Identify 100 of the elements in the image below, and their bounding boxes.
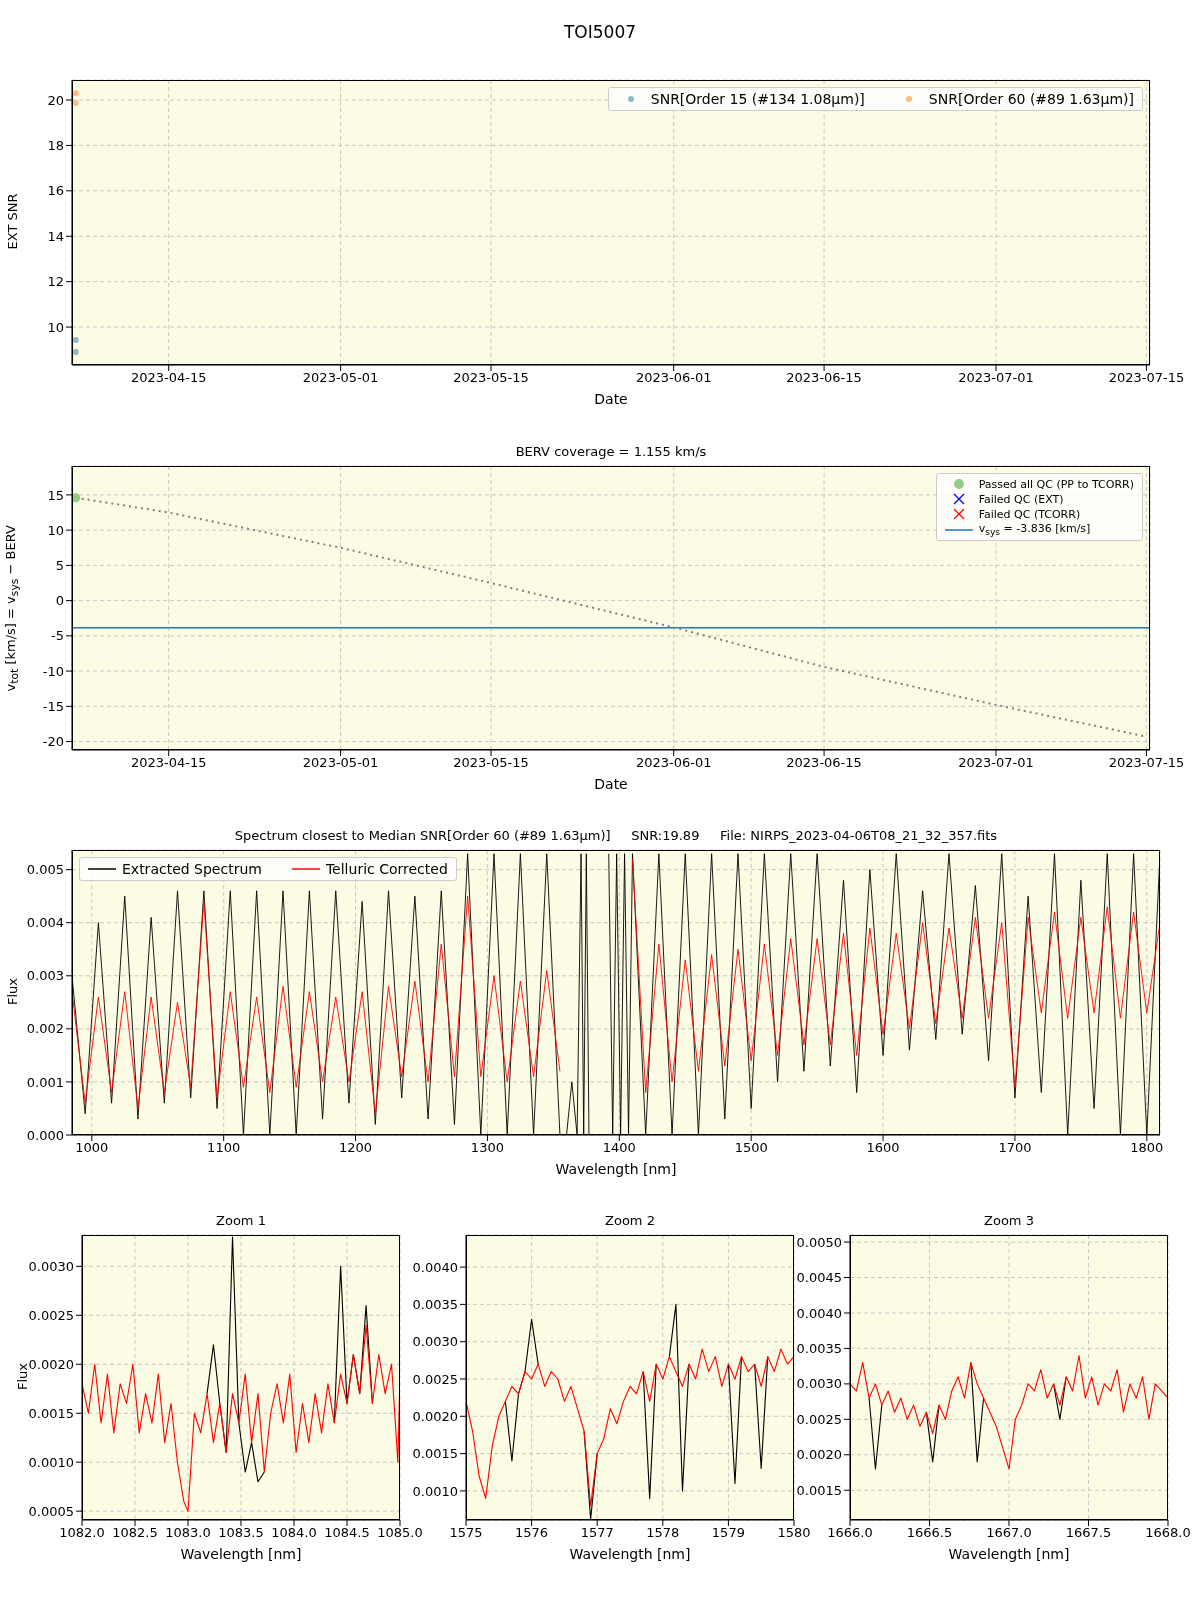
y-tick-label: 0.0020	[796, 1447, 842, 1463]
x-tick-label: 1085.0	[377, 1525, 423, 1541]
point	[72, 349, 79, 356]
line-series	[504, 1318, 539, 1462]
y-tick-label: 0.002	[26, 1021, 64, 1037]
y-tick-label: 0.001	[26, 1074, 64, 1090]
line-series	[466, 1348, 794, 1507]
y-tick-label: 5	[55, 557, 64, 573]
y-tick-label: 0	[55, 593, 64, 609]
x-tick-label: 2023-04-15	[130, 370, 207, 386]
x-tick-label: 1700	[998, 1140, 1032, 1156]
x-tick-label: 1082.0	[59, 1525, 105, 1541]
x-tick-label: 1084.0	[271, 1525, 317, 1541]
x-tick-label: 1666.0	[827, 1525, 873, 1541]
point	[72, 90, 79, 97]
y-tick-label: 0.0015	[796, 1482, 842, 1498]
x-tick-label: 2023-06-01	[635, 370, 712, 386]
x-axis-title: Wavelength [nm]	[179, 1546, 303, 1562]
chart-title: Spectrum closest to Median SNR[Order 60 (#89 1.63μm)] SNR:19.89 File: NIRPS_2023-04-06T08_21_32_357.fits	[233, 828, 999, 843]
y-tick-label: 0.0020	[28, 1356, 74, 1372]
x-tick-label: 2023-05-01	[302, 755, 379, 771]
y-tick-label: 14	[47, 228, 64, 244]
y-tick-label: 0.0010	[28, 1454, 74, 1470]
y-tick-label: 0.004	[26, 915, 64, 931]
x-axis-title: Wavelength [nm]	[568, 1546, 692, 1562]
point	[72, 337, 79, 344]
x-tick-label: 1667.0	[986, 1525, 1032, 1541]
x-tick-label: 2023-05-01	[302, 370, 379, 386]
y-tick-label: -5	[51, 628, 64, 644]
point	[72, 99, 79, 106]
x-tick-label: 1083.0	[165, 1525, 211, 1541]
y-axis-title: Flux	[14, 1362, 30, 1392]
x-tick-label: 1084.5	[324, 1525, 370, 1541]
y-tick-label: 10	[47, 319, 64, 335]
y-tick-label: 0.003	[26, 968, 64, 984]
y-tick-label: 0.000	[26, 1127, 64, 1143]
line-series	[82, 1324, 400, 1512]
legend-label: SNR[Order 60 (#89 1.63μm)]	[928, 91, 1134, 107]
x-tick-label: 1300	[470, 1140, 504, 1156]
chart-title: Zoom 1	[215, 1213, 267, 1228]
x-axis-title: Wavelength [nm]	[947, 1546, 1071, 1562]
x-tick-label: 1579	[711, 1525, 745, 1541]
y-tick-label: 0.0035	[412, 1297, 458, 1312]
y-tick-label: 12	[47, 274, 64, 290]
y-tick-label: 16	[47, 183, 64, 199]
y-tick-label: -20	[42, 734, 64, 750]
x-tick-label: 2023-06-15	[786, 755, 862, 771]
y-tick-label: 0.0040	[796, 1305, 842, 1321]
y-tick-label: 0.005	[26, 862, 64, 878]
x-tick-label: 1200	[338, 1140, 373, 1156]
x-tick-label: 2023-05-15	[453, 370, 529, 386]
line-series	[668, 1303, 690, 1492]
x-axis-title: Date	[593, 776, 629, 792]
x-tick-label: 2023-07-15	[1108, 370, 1185, 386]
x-tick-label: 2023-06-15	[786, 370, 862, 386]
x-tick-label: 2023-04-15	[130, 755, 207, 771]
y-tick-label: 0.0010	[412, 1483, 458, 1499]
legend-label: Failed QC (EXT)	[978, 492, 1064, 506]
x-tick-label: 1667.5	[1065, 1525, 1112, 1541]
y-tick-label: 0.0015	[28, 1405, 74, 1421]
y-tick-label: -15	[42, 698, 64, 714]
chart-title: Zoom 2	[604, 1213, 656, 1228]
chart-title: Zoom 3	[983, 1213, 1035, 1228]
x-tick-label: 2023-06-01	[635, 755, 712, 771]
y-tick-label: 0.0020	[412, 1408, 458, 1424]
y-tick-label: 0.0025	[28, 1307, 74, 1323]
legend-label: Extracted Spectrum	[122, 861, 262, 877]
y-tick-label: 0.0030	[28, 1258, 74, 1274]
y-tick-label: 0.0045	[796, 1270, 842, 1286]
legend-label: v$_{sys}$ = -3.836 [km/s]	[978, 522, 1091, 538]
y-tick-label: 0.0040	[412, 1259, 458, 1275]
x-tick-label: 1580	[777, 1525, 811, 1541]
x-tick-label: 1577	[580, 1525, 614, 1541]
y-tick-label: 0.0005	[28, 1503, 74, 1519]
x-tick-label: 1576	[515, 1525, 549, 1541]
y-axis-title: Flux	[4, 976, 20, 1007]
legend-label: Telluric Corrected	[325, 861, 448, 877]
line-series	[206, 1236, 265, 1483]
legend-label: SNR[Order 15 (#134 1.08μm)]	[650, 91, 865, 107]
x-tick-label: 1666.5	[906, 1525, 953, 1541]
x-tick-label: 1400	[602, 1140, 636, 1156]
x-tick-label: 2023-07-15	[1108, 755, 1185, 771]
x-tick-label: 2023-05-15	[453, 755, 529, 771]
y-tick-label: 10	[47, 522, 64, 538]
y-tick-label: 18	[47, 138, 64, 154]
x-tick-label: 1800	[1130, 1140, 1164, 1156]
y-tick-label: 0.0015	[412, 1446, 458, 1462]
y-axis-title: EXT SNR	[4, 192, 20, 251]
y-tick-label: 0.0025	[412, 1371, 458, 1387]
x-tick-label: 2023-07-01	[958, 755, 1034, 771]
y-tick-label: 15	[47, 487, 64, 503]
y-tick-label: 0.0025	[796, 1411, 842, 1427]
y-tick-label: 0.0035	[796, 1341, 842, 1357]
x-axis-title: Date	[593, 391, 629, 407]
x-tick-label: 1100	[207, 1140, 241, 1156]
y-tick-label: 20	[47, 92, 64, 108]
legend-label: Passed all QC (PP to TCORR)	[978, 477, 1134, 491]
line-series	[850, 1354, 1168, 1470]
y-tick-label: 0.0030	[796, 1376, 842, 1392]
chart-title: TOI5007	[562, 22, 637, 42]
